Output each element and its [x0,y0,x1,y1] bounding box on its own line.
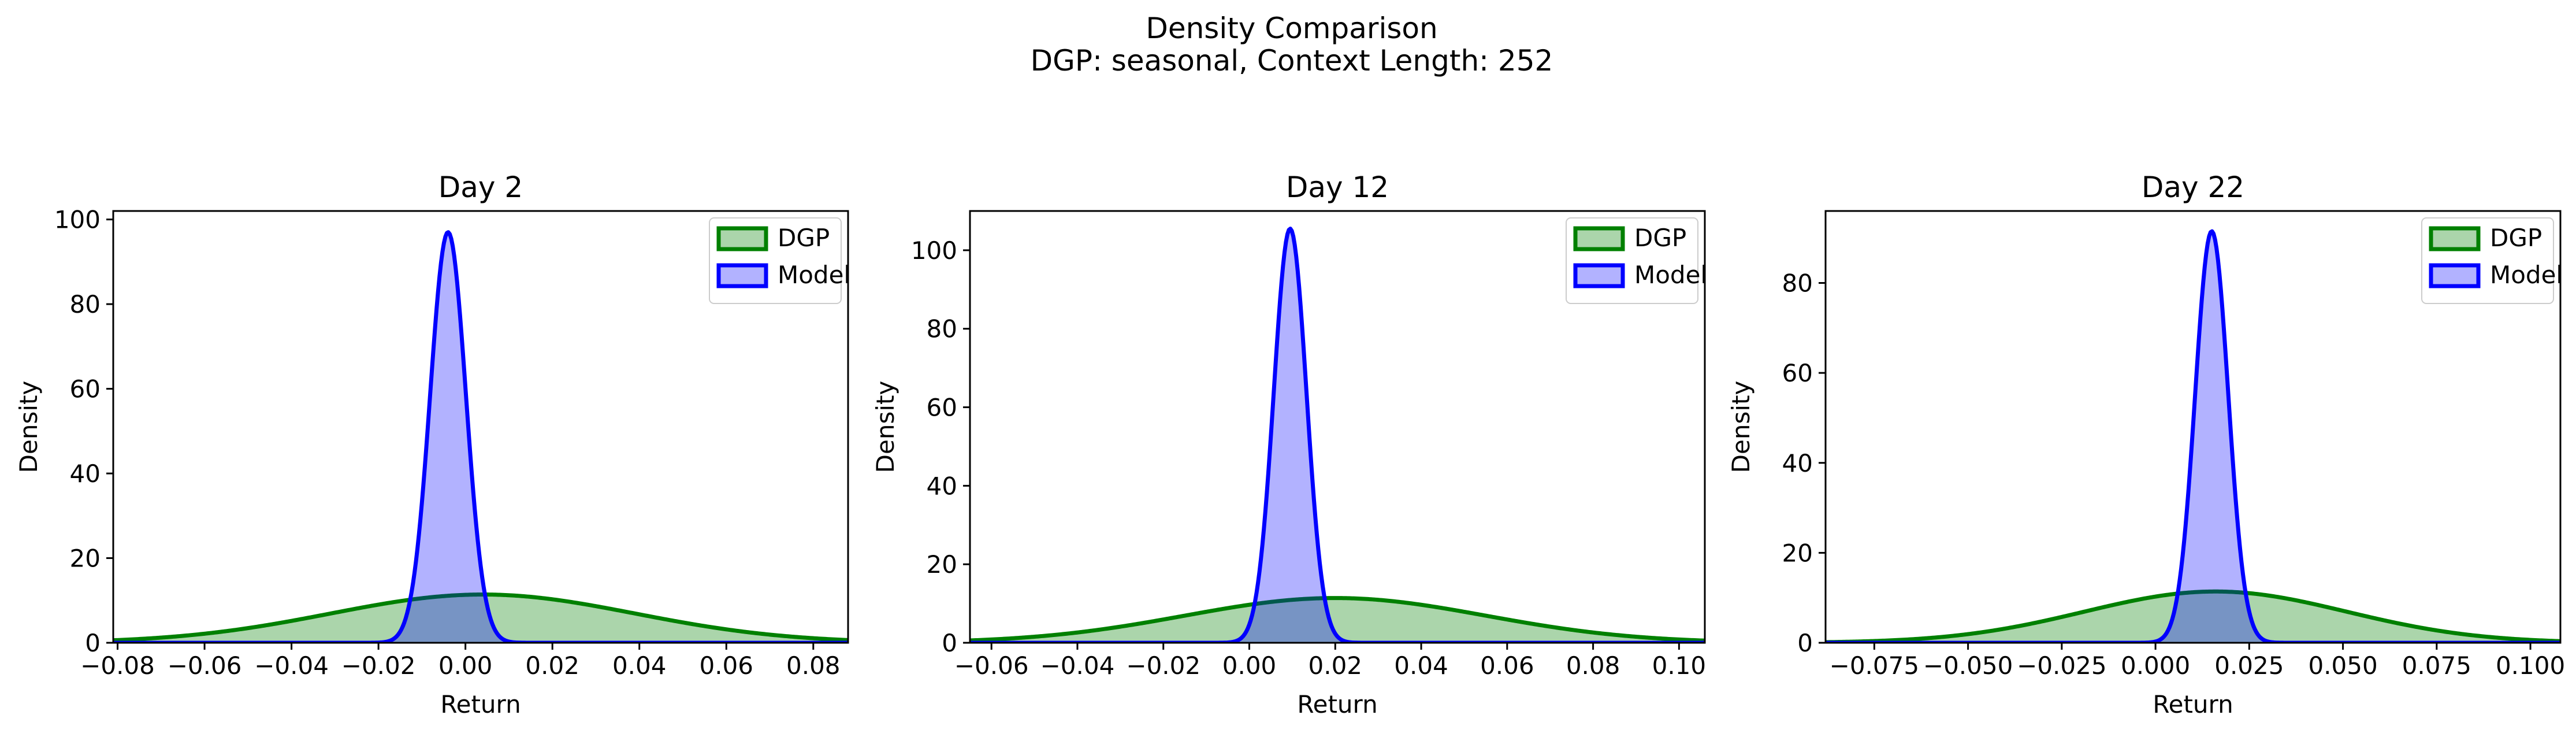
legend-box [1566,217,1698,304]
x-tick-label: 0.02 [525,651,579,680]
legend: DGP Model [709,217,850,304]
series-dgp-area [113,594,848,643]
figure-subtitle: DGP: seasonal, Context Length: 252 [1031,44,1553,77]
x-tick-label: 0.10 [1652,651,1707,680]
y-tick-label: 100 [911,236,957,265]
legend: DGP Model [1566,217,1707,304]
panel-title: Day 2 [438,171,523,204]
legend-swatch-dgp [716,226,768,251]
x-tick-label: −0.02 [1126,651,1200,680]
x-tick-label: 0.00 [1222,651,1277,680]
y-tick-label: 40 [70,460,101,488]
legend-swatch-dgp [1573,226,1625,251]
x-tick-label: 0.06 [699,651,753,680]
y-tick-label: 80 [1782,269,1813,298]
panel-2: −0.06 −0.04 −0.02 0.00 0.02 0.04 0.06 0.08 0.10 0… [871,171,1707,719]
x-tick-label: −0.06 [168,651,242,680]
x-tick-label: 0.025 [2214,651,2284,680]
y-tick-label: 60 [927,394,957,422]
series-dgp-line [113,592,848,643]
x-tick-label: 0.06 [1480,651,1534,680]
y-tick-label: 0 [942,629,957,657]
series-dgp-line [970,596,1705,643]
legend-label-dgp: DGP [778,224,830,252]
axes-frame [1824,210,2562,644]
y-tick-label: 0 [1797,629,1813,657]
y-tick-label: 100 [54,206,101,234]
series-model-line [970,227,1705,643]
legend-label-model: Model [1634,261,1707,289]
series-model-line [1826,229,2560,643]
panel-1: −0.08 −0.06 −0.04 −0.02 0.00 0.02 0.04 0.06 0.08… [14,171,850,719]
y-tick-label: 20 [70,545,101,573]
y-tick-label: 0 [85,629,101,657]
y-tick-label: 40 [927,472,957,500]
x-tick-label: 0.100 [2496,651,2565,680]
y-tick-label: 20 [927,550,957,579]
y-tick-label: 60 [1782,359,1813,387]
legend-box [2421,217,2554,304]
legend-label-dgp: DGP [1634,224,1686,252]
x-tick-label: 0.08 [1566,651,1620,680]
series-dgp-area [1826,591,2560,643]
x-tick-label: 0.04 [1394,651,1448,680]
legend-label-dgp: DGP [2490,224,2542,252]
panel-title: Day 22 [2142,171,2244,204]
x-tick-label: −0.04 [254,651,329,680]
x-tick-label: 0.04 [612,651,667,680]
x-axis-label: Return [440,690,521,719]
legend-swatch-model [716,263,768,288]
x-tick-label: −0.02 [341,651,416,680]
y-axis-label: Density [1727,381,1755,473]
legend-label-model: Model [2490,261,2563,289]
panel-title: Day 12 [1286,171,1389,204]
legend-label-model: Model [778,261,850,289]
x-tick-label: −0.04 [1040,651,1115,680]
legend: DGP Model [2421,217,2563,304]
x-tick-label: 0.050 [2308,651,2377,680]
legend-swatch-dgp [2429,226,2481,251]
axes-frame [112,210,849,644]
x-tick-label: −0.075 [1830,651,1919,680]
x-tick-label: −0.025 [2017,651,2106,680]
x-tick-label: 0.075 [2402,651,2471,680]
x-tick-label: 0.02 [1309,651,1363,680]
legend-swatch-model [2429,263,2481,288]
series-dgp-area [970,598,1705,643]
x-axis-label: Return [1297,690,1377,719]
x-axis-label: Return [2153,690,2233,719]
panels: −0.08 −0.06 −0.04 −0.02 0.00 0.02 0.04 0.06 0.08… [14,171,2565,719]
y-axis-label: Density [14,381,43,473]
legend-box [709,217,842,304]
y-tick-label: 20 [1782,539,1813,567]
x-tick-label: 0.08 [786,651,841,680]
y-tick-label: 80 [70,290,101,318]
y-tick-label: 60 [70,375,101,403]
x-tick-label: 0.000 [2121,651,2190,680]
series-dgp-line [1826,589,2560,643]
series-model-line [113,230,848,643]
axes-frame [969,210,1706,644]
x-tick-label: 0.00 [438,651,493,680]
panel-3: −0.075 −0.050 −0.025 0.000 0.025 0.050 0.075 0.… [1727,171,2565,719]
legend-swatch-model [1573,263,1625,288]
figure-title: Density Comparison [1146,12,1437,45]
y-tick-label: 80 [927,315,957,343]
x-tick-label: −0.08 [80,651,155,680]
y-axis-label: Density [871,381,899,473]
x-tick-label: −0.06 [954,651,1029,680]
x-tick-label: −0.050 [1923,651,2013,680]
y-tick-label: 40 [1782,449,1813,477]
